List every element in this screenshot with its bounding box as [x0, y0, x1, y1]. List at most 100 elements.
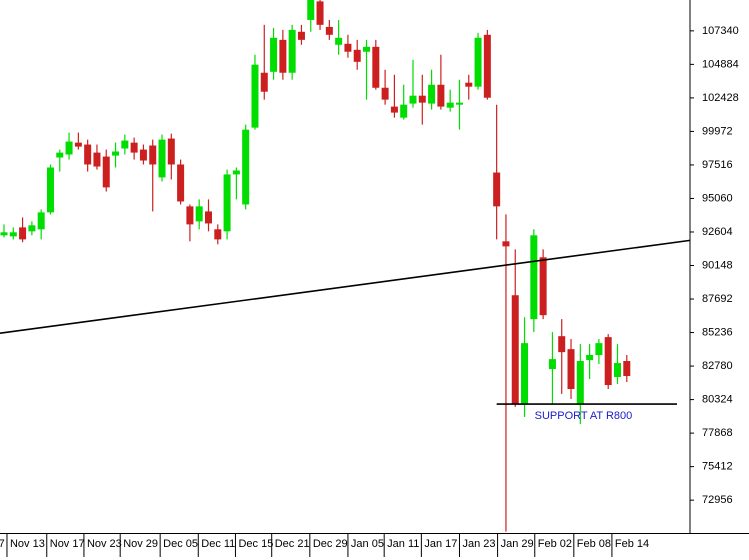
- candle-body: [37, 212, 45, 230]
- candle-body: [251, 64, 259, 128]
- candle-body: [149, 145, 157, 165]
- candle-body: [325, 26, 333, 35]
- candle-body: [344, 43, 352, 52]
- support-label: SUPPORT AT R800: [535, 410, 633, 422]
- candle-body: [270, 37, 278, 72]
- candle-body: [595, 343, 603, 356]
- trendline: [0, 239, 691, 334]
- candle-body: [521, 343, 529, 405]
- candle-body: [307, 0, 315, 20]
- y-tick-label: 72956: [702, 494, 733, 506]
- candle-body: [428, 84, 436, 104]
- candle-body: [121, 140, 129, 149]
- candle-body: [604, 337, 612, 386]
- y-tick-label: 97516: [702, 159, 733, 171]
- candle-body: [558, 336, 566, 353]
- x-tick-label: Jan 05: [351, 538, 384, 550]
- candle-body: [297, 31, 305, 40]
- candle-body: [84, 144, 92, 165]
- candle-body: [511, 295, 519, 405]
- candle-body: [260, 72, 268, 92]
- x-tick-label: Dec 15: [238, 538, 273, 550]
- y-tick-label: 99972: [702, 125, 733, 137]
- candle-body: [186, 206, 194, 225]
- x-tick-label: Nov 23: [87, 538, 122, 550]
- candle-body: [483, 34, 491, 98]
- candle-body: [530, 235, 538, 320]
- y-tick-label: 77868: [702, 427, 733, 439]
- y-tick-label: 82780: [702, 360, 733, 372]
- y-tick-label: 104884: [702, 58, 739, 70]
- x-tick-label: Feb 14: [615, 538, 649, 550]
- candle-body: [288, 29, 296, 73]
- x-tick-label: Nov 29: [123, 538, 158, 550]
- candle-body: [390, 106, 398, 113]
- x-tick-label: Feb 02: [538, 538, 572, 550]
- x-tick-label: Dec 05: [163, 538, 198, 550]
- x-tick-label: Feb 08: [577, 538, 611, 550]
- candle-body: [204, 211, 212, 224]
- candle-body: [335, 37, 343, 45]
- x-tick-label: Dec 29: [313, 538, 348, 550]
- x-tick-label: 7: [0, 538, 5, 550]
- candle-body: [9, 232, 17, 237]
- candle-body: [214, 229, 222, 240]
- candle-body: [74, 142, 82, 147]
- candle-body: [455, 102, 463, 105]
- candle-body: [112, 151, 120, 156]
- candle-body: [446, 102, 454, 108]
- y-tick-label: 102428: [702, 92, 739, 104]
- candle-body: [19, 227, 27, 240]
- candle-body: [93, 152, 101, 167]
- candle-body: [279, 39, 287, 73]
- y-tick-label: 85236: [702, 326, 733, 338]
- candle-body: [613, 363, 621, 377]
- candle-body: [623, 361, 631, 377]
- candle-body: [409, 95, 417, 104]
- candle-body: [232, 170, 240, 175]
- candle-body: [474, 37, 482, 87]
- y-tick-label: 90148: [702, 259, 733, 271]
- x-tick-label: Jan 11: [387, 538, 419, 550]
- candle-body: [130, 142, 138, 153]
- candle-body: [195, 206, 203, 222]
- y-tick-label: 75412: [702, 461, 733, 473]
- candle-body: [548, 359, 556, 370]
- x-tick-label: Jan 23: [462, 538, 495, 550]
- candle-body: [502, 241, 510, 247]
- candle-body: [437, 84, 445, 107]
- candle-body: [223, 174, 231, 232]
- x-tick-label: Nov 13: [10, 538, 45, 550]
- x-tick-label: Dec 21: [275, 538, 310, 550]
- candle-body: [177, 164, 185, 202]
- candle-body: [56, 152, 64, 158]
- candle-body: [539, 257, 547, 316]
- x-tick-label: Jan 29: [501, 538, 534, 550]
- candle-body: [158, 139, 166, 178]
- candle-body: [381, 87, 389, 100]
- candle-body: [46, 167, 54, 213]
- candle-body: [167, 138, 175, 165]
- x-tick-label: Dec 11: [201, 538, 235, 550]
- candle-body: [242, 129, 250, 205]
- y-tick-label: 107340: [702, 25, 739, 37]
- candle-body: [316, 1, 324, 25]
- candle-body: [28, 225, 36, 232]
- x-tick-label: Nov 17: [50, 538, 85, 550]
- candle-body: [353, 49, 361, 62]
- candle-body: [372, 46, 380, 88]
- candle-body: [418, 95, 426, 103]
- candle-body: [139, 149, 147, 161]
- candle-body: [65, 141, 73, 155]
- candle-body: [586, 355, 594, 361]
- candle-body: [102, 156, 110, 188]
- candle-body: [567, 349, 575, 390]
- y-tick-label: 80324: [702, 393, 733, 405]
- candle-body: [363, 46, 371, 52]
- x-tick-label: Jan 17: [424, 538, 457, 550]
- y-tick-label: 87692: [702, 293, 733, 305]
- candle-body: [0, 232, 8, 236]
- y-tick-label: 95060: [702, 192, 733, 204]
- y-tick-label: 92604: [702, 226, 733, 238]
